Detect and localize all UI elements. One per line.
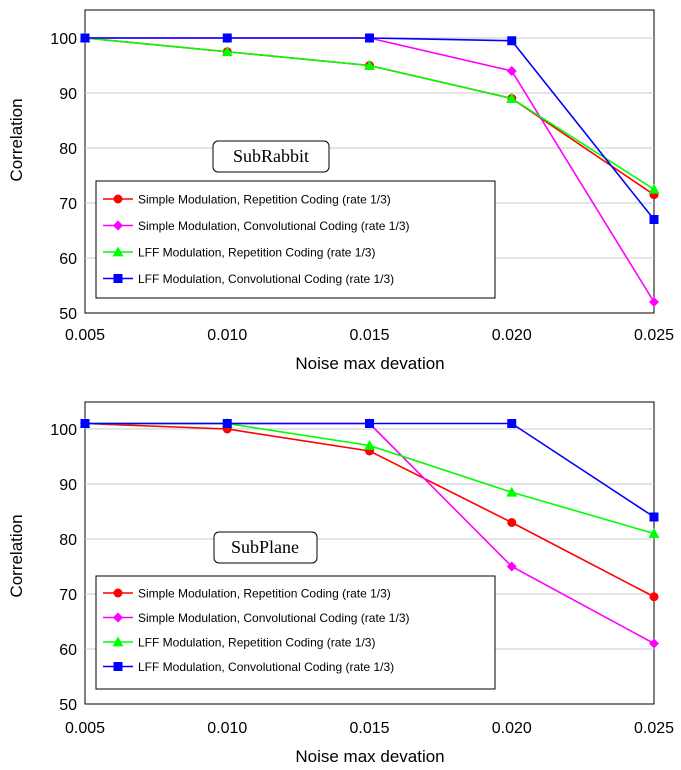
legend-marker [112, 636, 124, 647]
legend-entry: Simple Modulation, Convolutional Coding … [103, 611, 409, 625]
x-axis-title: Noise max devation [295, 747, 444, 766]
data-point [80, 33, 90, 43]
legend-entry: LFF Modulation, Convolutional Coding (ra… [103, 660, 394, 674]
data-point [648, 528, 660, 538]
legend-label: LFF Modulation, Repetition Coding (rate … [138, 636, 375, 650]
x-tick-label: 0.020 [492, 327, 532, 344]
x-tick-label: 0.025 [634, 720, 674, 737]
data-point [649, 638, 659, 649]
legend-entry: LFF Modulation, Repetition Coding (rate … [103, 246, 375, 260]
legend-marker [113, 662, 123, 671]
legend-marker [113, 612, 123, 623]
data-point [649, 592, 659, 602]
data-point [365, 33, 374, 43]
legend-label: Simple Modulation, Repetition Coding (ra… [138, 587, 391, 601]
x-tick-labels: 0.005 0.010 0.015 0.020 0.025 [65, 720, 674, 737]
legend-marker [113, 220, 123, 231]
data-point [507, 36, 517, 46]
data-point [649, 512, 659, 522]
x-tick-label: 0.025 [634, 327, 674, 344]
inset-title-box: SubRabbit [212, 140, 330, 173]
legend-label: LFF Modulation, Repetition Coding (rate … [138, 246, 375, 260]
y-tick-label: 80 [59, 532, 77, 549]
x-axis-title: Noise max devation [295, 354, 444, 373]
data-point [364, 60, 375, 70]
legend-entry: Simple Modulation, Convolutional Coding … [103, 219, 409, 233]
y-tick-labels: 50 60 70 80 90 100 [50, 31, 77, 323]
data-point [649, 297, 659, 307]
legend-marker [113, 274, 123, 283]
series-4 [80, 33, 659, 224]
data-point [506, 486, 518, 497]
y-tick-labels: 50 60 70 80 90 100 [50, 422, 77, 714]
legend-entry: Simple Modulation, Repetition Coding (ra… [103, 193, 391, 207]
x-tick-label: 0.005 [65, 327, 105, 344]
x-tick-label: 0.020 [492, 720, 532, 737]
data-point [222, 33, 232, 43]
series-group [79, 32, 660, 307]
legend-label: LFF Modulation, Convolutional Coding (ra… [138, 660, 394, 674]
data-point [648, 183, 660, 194]
y-tick-label: 100 [50, 422, 77, 439]
y-tick-label: 70 [59, 587, 77, 604]
data-point [364, 440, 375, 450]
legend-entry: LFF Modulation, Convolutional Coding (ra… [103, 272, 394, 286]
legend: Simple Modulation, Repetition Coding (ra… [95, 180, 496, 299]
y-tick-label: 60 [59, 251, 77, 268]
legend-marker [112, 246, 124, 257]
legend-marker [113, 194, 123, 204]
data-point [507, 419, 517, 428]
legend-label: Simple Modulation, Convolutional Coding … [138, 219, 409, 233]
y-tick-label: 90 [59, 477, 77, 494]
y-tick-label: 80 [59, 141, 77, 158]
x-tick-label: 0.005 [65, 720, 105, 737]
legend-entry: LFF Modulation, Repetition Coding (rate … [103, 636, 375, 650]
legend-label: Simple Modulation, Convolutional Coding … [138, 611, 409, 625]
y-axis-title: Correlation [7, 98, 26, 181]
y-tick-label: 100 [50, 31, 77, 48]
x-tick-label: 0.010 [207, 720, 247, 737]
series-group [79, 418, 660, 649]
legend-label: LFF Modulation, Convolutional Coding (ra… [138, 272, 394, 286]
chart-title: SubRabbit [233, 146, 309, 166]
data-point [649, 215, 659, 224]
y-tick-label: 60 [59, 642, 77, 659]
y-tick-label: 50 [59, 306, 77, 323]
data-point [506, 93, 518, 103]
data-point [80, 419, 90, 428]
y-axis-title: Correlation [7, 514, 26, 597]
y-tick-label: 50 [59, 697, 77, 714]
y-tick-label: 70 [59, 196, 77, 213]
data-point [507, 518, 517, 527]
x-tick-label: 0.015 [349, 720, 389, 737]
data-point [506, 561, 517, 572]
x-tick-labels: 0.005 0.010 0.015 0.020 0.025 [65, 327, 674, 344]
legend: Simple Modulation, Repetition Coding (ra… [95, 575, 496, 690]
series-4 [80, 419, 659, 522]
legend-marker [113, 588, 123, 598]
x-tick-label: 0.015 [349, 327, 389, 344]
data-point [222, 419, 232, 428]
data-point [365, 419, 374, 428]
inset-title-box: SubPlane [213, 531, 318, 564]
data-point [221, 46, 233, 57]
legend-entry: Simple Modulation, Repetition Coding (ra… [103, 587, 391, 601]
data-point [506, 66, 517, 76]
chart-title: SubPlane [231, 537, 299, 557]
legend-label: Simple Modulation, Repetition Coding (ra… [138, 193, 391, 207]
y-tick-label: 90 [59, 86, 77, 103]
x-tick-label: 0.010 [207, 327, 247, 344]
